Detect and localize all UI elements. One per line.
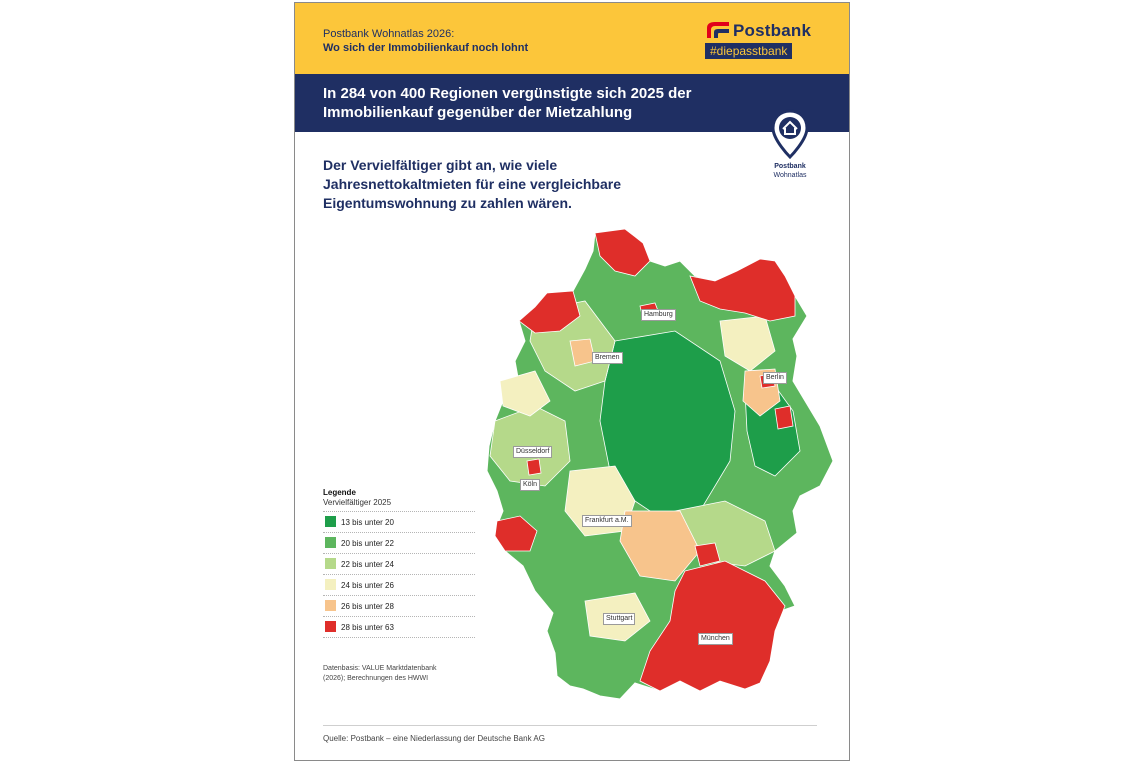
germany-choropleth-map (486, 228, 834, 700)
map-legend: Legende Vervielfältiger 2025 13 bis unte… (323, 488, 483, 638)
legend-label: 20 bis unter 22 (341, 539, 394, 548)
wohnatlas-badge: Postbank Wohnatlas (765, 109, 815, 187)
source-line: Quelle: Postbank – eine Niederlassung de… (323, 734, 545, 743)
logo-wordmark: Postbank (733, 21, 812, 40)
legend-subtitle: Vervielfältiger 2025 (323, 498, 392, 507)
legend-item: 22 bis unter 24 (323, 553, 475, 574)
header-banner: Postbank Wohnatlas 2026: Wo sich der Imm… (295, 3, 849, 74)
logo-hashtag: #diepasstbank (705, 43, 793, 59)
legend-swatch (325, 558, 336, 569)
legend-swatch (325, 579, 336, 590)
legend-swatch (325, 621, 336, 632)
city-label-bremen: Bremen (592, 352, 623, 364)
city-label-muenchen: München (698, 633, 733, 645)
city-label-hamburg: Hamburg (641, 309, 676, 321)
legend-label: 13 bis unter 20 (341, 518, 394, 527)
city-label-koeln: Köln (520, 479, 541, 491)
header-kicker: Postbank Wohnatlas 2026: (323, 28, 455, 40)
legend-item: 24 bis unter 26 (323, 574, 475, 595)
legend-label: 22 bis unter 24 (341, 560, 394, 569)
badge-line-1: Postbank (774, 163, 806, 170)
description: Der Vervielfältiger gibt an, wie viele J… (323, 157, 621, 211)
legend-title: Legende (323, 488, 356, 497)
legend-label: 24 bis unter 26 (341, 581, 394, 590)
postbank-logo-icon (707, 22, 729, 38)
headline: In 284 von 400 Regionen vergünstigte sic… (323, 85, 692, 121)
legend-item: 13 bis unter 20 (323, 511, 475, 532)
city-label-berlin: Berlin (763, 372, 787, 384)
infographic-card: Postbank Wohnatlas 2026: Wo sich der Imm… (294, 2, 850, 761)
legend-swatch (325, 537, 336, 548)
city-label-duesseldorf: Düsseldorf (513, 446, 553, 458)
city-label-frankfurt: Frankfurt a.M. (582, 515, 632, 527)
legend-item: 26 bis unter 28 (323, 595, 475, 616)
legend-item: 20 bis unter 22 (323, 532, 475, 553)
postbank-logo: Postbank #diepasstbank (703, 18, 813, 62)
legend-label: 26 bis unter 28 (341, 602, 394, 611)
legend-item: 28 bis unter 63 (323, 616, 475, 638)
legend-label: 28 bis unter 63 (341, 623, 394, 632)
headline-bar: In 284 von 400 Regionen vergünstigte sic… (295, 74, 849, 132)
location-pin-icon (771, 109, 809, 159)
city-label-stuttgart: Stuttgart (603, 613, 636, 625)
data-basis-note: Datenbasis: VALUE Marktdatenbank (2026);… (323, 665, 437, 682)
badge-line-2: Wohnatlas (773, 172, 807, 179)
legend-swatch (325, 600, 336, 611)
footer-divider (323, 725, 817, 726)
header-subtitle: Wo sich der Immobilienkauf noch lohnt (323, 42, 529, 54)
legend-swatch (325, 516, 336, 527)
